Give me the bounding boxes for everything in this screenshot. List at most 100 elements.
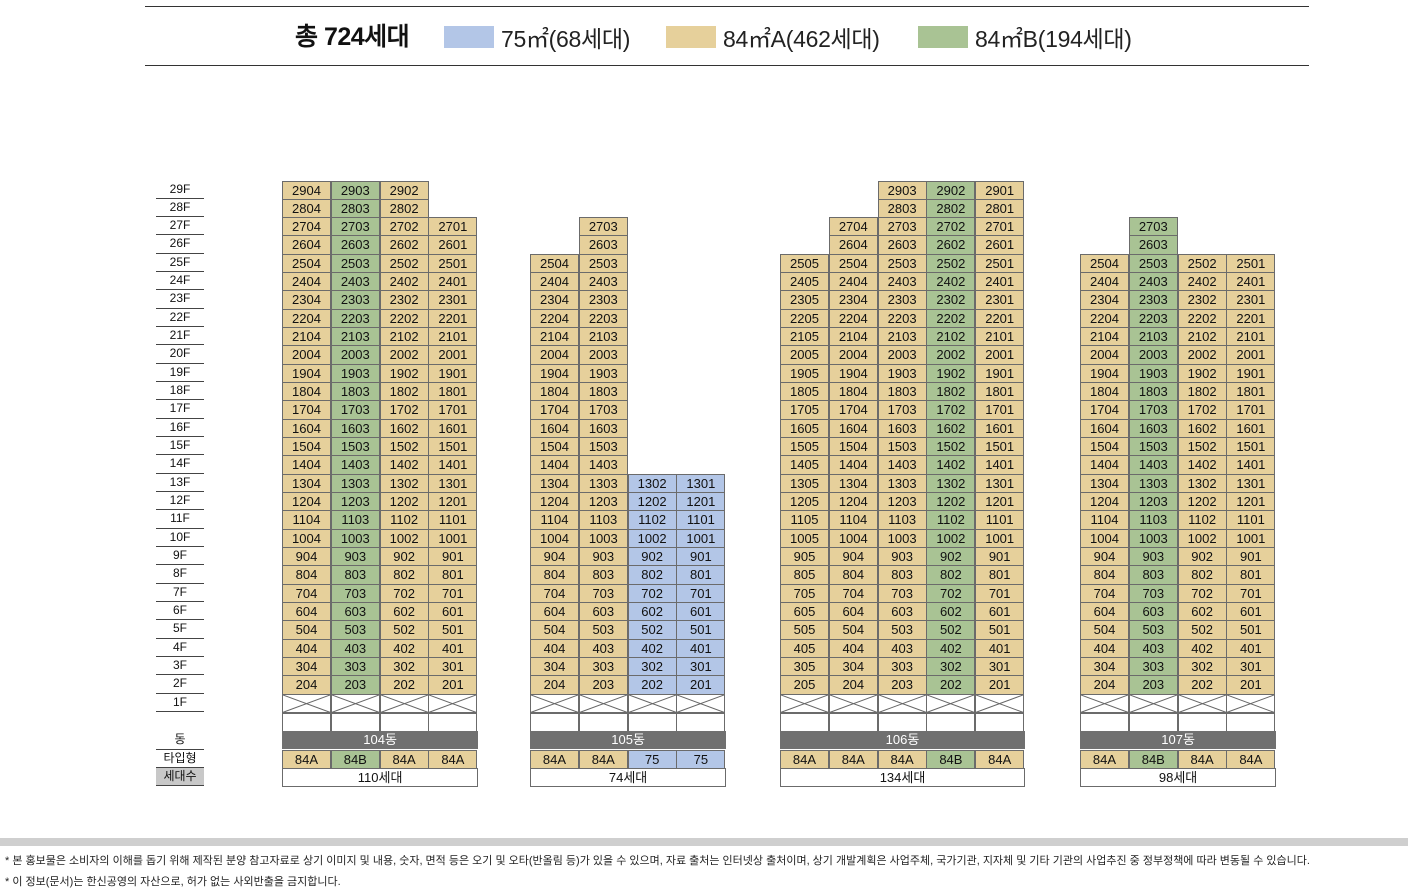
unit-cell: 704: [1080, 583, 1129, 604]
pilotis-cell: [1226, 693, 1276, 714]
unit-cell: 2104: [828, 327, 878, 347]
unit-cell: 501: [975, 620, 1025, 640]
unit-cell: 202: [1177, 675, 1227, 695]
unit-cell: 2002: [1177, 345, 1227, 365]
unit-cell: 1303: [877, 473, 927, 494]
unit-cell: 1005: [780, 528, 829, 549]
unit-cell: 2403: [578, 272, 628, 292]
building-name: 104동: [282, 731, 479, 749]
unit-cell: 202: [627, 675, 677, 695]
unit-cell: 703: [877, 583, 927, 604]
unit-cell: 1003: [330, 528, 380, 549]
unit-cell: 2802: [926, 198, 976, 219]
unit-cell: 2902: [379, 180, 429, 200]
legend-swatch-84b: [918, 26, 968, 48]
unit-cell: 503: [1128, 620, 1178, 640]
unit-cell: 1705: [780, 400, 829, 420]
unit-cell: 1803: [877, 382, 927, 402]
unit-cell: 1101: [428, 510, 478, 530]
unit-cell: 2204: [1080, 308, 1129, 329]
unit-cell: 904: [530, 547, 579, 567]
unit-cell: 1102: [379, 510, 429, 530]
unit-cell: 1201: [1226, 492, 1276, 512]
unit-cell: 304: [530, 657, 579, 677]
unit-cell: 302: [926, 657, 976, 677]
unit-cell: 904: [828, 547, 878, 567]
floor-label: 13F: [156, 474, 204, 493]
unit-cell: 1501: [428, 437, 478, 457]
unit-cell: 2903: [877, 180, 927, 200]
unit-cell: 403: [1128, 638, 1178, 659]
unit-cell: 1804: [1080, 382, 1129, 402]
unit-cell: 2003: [1128, 345, 1178, 365]
unit-cell: 502: [926, 620, 976, 640]
unit-cell: 2403: [1128, 272, 1178, 292]
unit-cell: 2601: [975, 235, 1025, 255]
type-cell: 84B: [330, 749, 380, 770]
unit-cell: 404: [828, 638, 878, 659]
unit-cell: 304: [828, 657, 878, 677]
unit-cell: 2604: [828, 235, 878, 255]
unit-cell: 2602: [926, 235, 976, 255]
legend-swatch-75: [444, 26, 494, 48]
type-cell: 84A: [1226, 749, 1276, 770]
unit-cell: 2702: [379, 217, 429, 237]
unit-cell: 2304: [282, 290, 331, 310]
unit-cell: 2803: [330, 198, 380, 219]
unit-cell: 2004: [1080, 345, 1129, 365]
blank-cell: [780, 713, 829, 733]
floor-label: 23F: [156, 290, 204, 309]
unit-cell: 301: [676, 657, 726, 677]
unit-cell: 901: [676, 547, 726, 567]
unit-cell: 602: [1177, 602, 1227, 622]
unit-cell: 601: [975, 602, 1025, 622]
unit-cell: 1204: [530, 492, 579, 512]
unit-cell: 902: [379, 547, 429, 567]
unit-cell: 602: [379, 602, 429, 622]
blank-cell: [877, 713, 927, 733]
unit-cell: 1704: [828, 400, 878, 420]
unit-cell: 2301: [975, 290, 1025, 310]
unit-cell: 2303: [330, 290, 380, 310]
unit-cell: 1702: [379, 400, 429, 420]
unit-cell: 802: [926, 565, 976, 585]
blank-cell: [282, 713, 331, 733]
unit-cell: 1902: [926, 363, 976, 384]
unit-cell: 2404: [828, 272, 878, 292]
unit-cell: 2603: [330, 235, 380, 255]
blank-cell: [676, 713, 726, 733]
floor-label: 14F: [156, 455, 204, 474]
unit-cell: 2402: [926, 272, 976, 292]
unit-cell: 802: [1177, 565, 1227, 585]
unit-cell: 305: [780, 657, 829, 677]
type-cell: 75: [627, 749, 677, 770]
floor-label: 25F: [156, 254, 204, 273]
unit-cell: 1502: [379, 437, 429, 457]
unit-cell: 1602: [1177, 418, 1227, 439]
unit-cell: 2404: [1080, 272, 1129, 292]
unit-cell: 204: [282, 675, 331, 695]
unit-cell: 1101: [975, 510, 1025, 530]
blank-cell: [1080, 713, 1129, 733]
unit-cell: 1103: [578, 510, 628, 530]
unit-cell: 1103: [877, 510, 927, 530]
unit-cell: 1103: [330, 510, 380, 530]
blank-cell: [578, 713, 628, 733]
floor-label: 8F: [156, 565, 204, 584]
unit-cell: 2103: [1128, 327, 1178, 347]
unit-cell: 1003: [1128, 528, 1178, 549]
unit-cell: 1205: [780, 492, 829, 512]
unit-cell: 1101: [676, 510, 726, 530]
unit-cell: 1102: [926, 510, 976, 530]
unit-cell: 602: [926, 602, 976, 622]
unit-cell: 2301: [428, 290, 478, 310]
unit-cell: 1004: [282, 528, 331, 549]
type-cell: 84A: [428, 749, 478, 770]
unit-cell: 1901: [975, 363, 1025, 384]
building-name: 107동: [1080, 731, 1277, 749]
unit-cell: 302: [379, 657, 429, 677]
type-cell: 84A: [530, 749, 579, 770]
unit-cell: 704: [828, 583, 878, 604]
unit-cell: 803: [330, 565, 380, 585]
unit-cell: 503: [877, 620, 927, 640]
